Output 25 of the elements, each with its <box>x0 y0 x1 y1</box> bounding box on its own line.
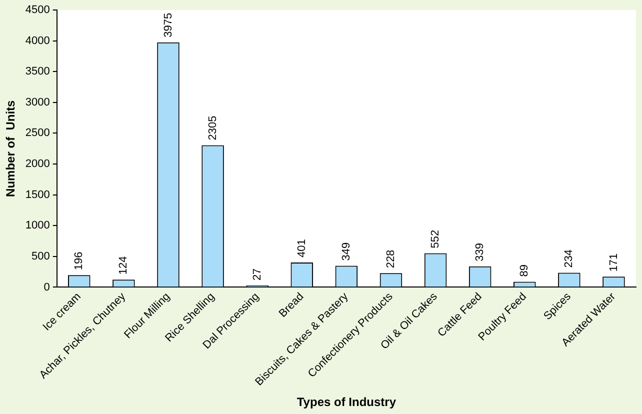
data-label: 2305 <box>206 116 219 140</box>
data-label: 234 <box>563 249 576 268</box>
data-label: 552 <box>430 230 442 248</box>
data-label: 401 <box>296 239 308 258</box>
data-label: 89 <box>518 264 531 277</box>
y-tick-label: 3500 <box>25 66 50 78</box>
data-label: 27 <box>251 268 264 281</box>
y-tick-label: 500 <box>32 250 50 262</box>
y-tick-label: 1000 <box>25 220 50 232</box>
y-axis-title: Number of Units <box>4 100 18 197</box>
data-label: 228 <box>385 250 398 268</box>
data-label: 171 <box>608 253 620 272</box>
x-axis-title: Types of Industry <box>296 395 396 410</box>
y-tick-label: 4500 <box>25 4 50 16</box>
y-tick-label: 2000 <box>25 158 50 170</box>
y-tick-label: 4000 <box>25 34 50 47</box>
y-tick-label: 3000 <box>25 96 50 108</box>
y-tick-label: 2500 <box>25 127 50 140</box>
data-label: 349 <box>340 242 352 261</box>
data-label: 124 <box>118 256 130 275</box>
data-label: 3975 <box>162 12 174 38</box>
data-label: 339 <box>474 242 486 262</box>
data-label: 196 <box>73 252 86 270</box>
y-tick-label: 1500 <box>25 188 50 201</box>
y-tick-label: 0 <box>44 281 50 294</box>
